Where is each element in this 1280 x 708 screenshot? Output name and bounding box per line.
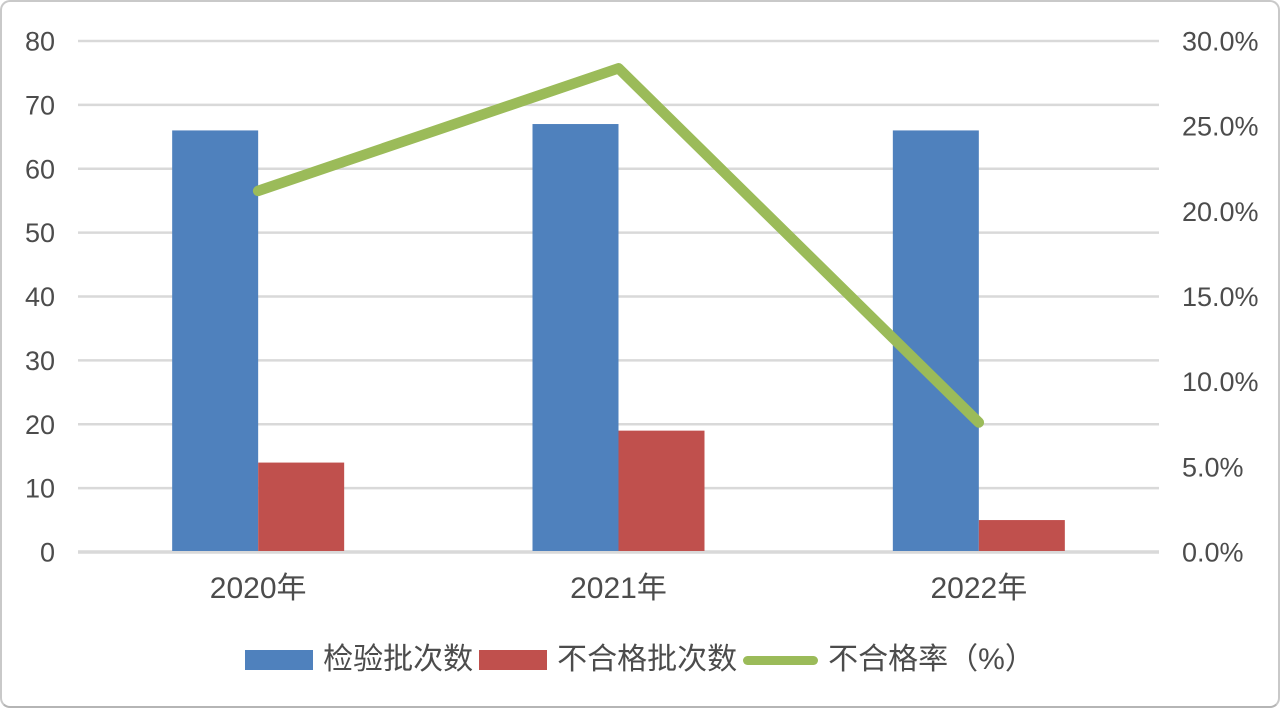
right-axis-tick-label: 25.0%: [1182, 112, 1259, 142]
legend-label: 不合格批次数: [557, 643, 738, 676]
left-axis-tick-label: 80: [25, 27, 55, 57]
right-axis-tick-label: 30.0%: [1182, 27, 1259, 57]
legend-line-swatch: [743, 655, 819, 665]
legend-label: 不合格率（%）: [828, 643, 1035, 676]
legend-label: 检验批次数: [323, 643, 474, 676]
right-axis-tick-label: 0.0%: [1182, 538, 1244, 568]
legend-item-rate: 不合格率（%）: [743, 645, 1035, 675]
left-axis-tick-label: 40: [25, 282, 55, 312]
left-axis-tick-label: 60: [25, 154, 55, 184]
bar-series1-2020年: [172, 130, 259, 552]
legend-item-series1: 检验批次数: [245, 645, 473, 675]
bar-series1-2022年: [892, 130, 979, 552]
right-axis-tick-label: 15.0%: [1182, 282, 1259, 312]
x-axis-category-label: 2021年: [570, 572, 667, 605]
left-axis-tick-label: 30: [25, 346, 55, 376]
bar-series2-2020年: [258, 462, 345, 551]
bar-series1-2021年: [532, 124, 619, 551]
legend-bar-swatch: [479, 650, 548, 670]
right-axis-tick-label: 5.0%: [1182, 452, 1244, 482]
chart-legend: 检验批次数 不合格批次数 不合格率（%）: [2, 638, 1278, 682]
left-axis-tick-label: 10: [25, 474, 55, 504]
left-axis-tick-label: 50: [25, 218, 55, 248]
legend-item-series2: 不合格批次数: [479, 645, 737, 675]
left-axis-tick-label: 20: [25, 410, 55, 440]
bar-series2-2021年: [618, 430, 705, 551]
right-axis-tick-label: 20.0%: [1182, 197, 1259, 227]
right-axis-tick-label: 10.0%: [1182, 367, 1259, 397]
x-axis-category-label: 2022年: [930, 572, 1027, 605]
left-axis-tick-label: 70: [25, 90, 55, 120]
x-axis-category-label: 2020年: [210, 572, 307, 605]
legend-bar-swatch: [245, 650, 314, 670]
rate-line: [252, 63, 985, 428]
bar-series2-2022年: [978, 520, 1065, 551]
left-axis-tick-label: 0: [40, 538, 55, 568]
